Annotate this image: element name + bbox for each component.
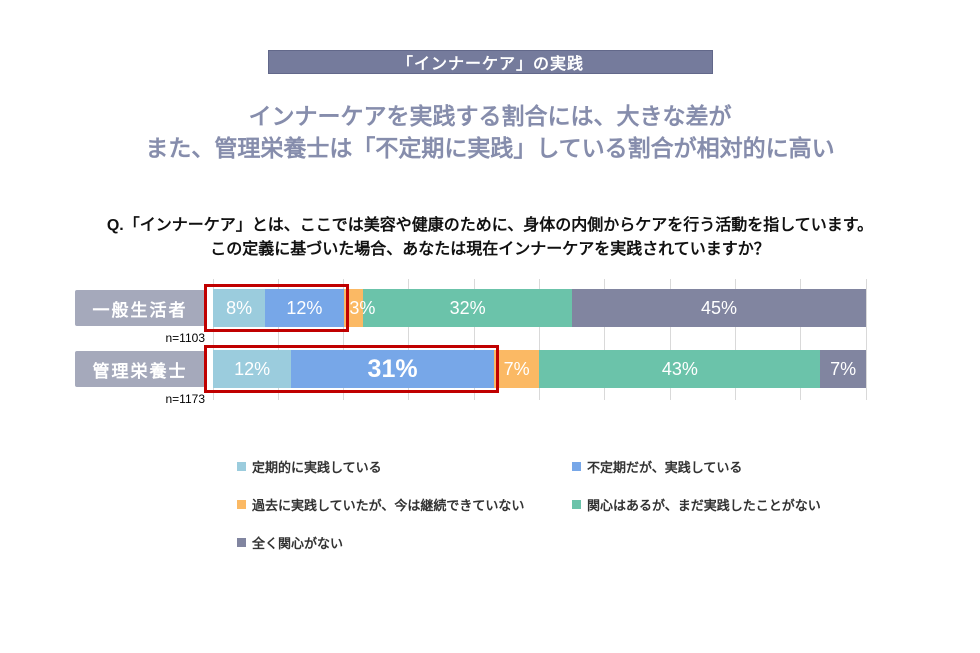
bar-value-label: 32% bbox=[449, 297, 486, 318]
bar-value-label: 43% bbox=[661, 358, 698, 379]
legend-label: 不定期だが、実践している bbox=[587, 460, 743, 475]
grid-line bbox=[800, 279, 802, 400]
legend-label: 全く関心がない bbox=[252, 536, 344, 551]
legend-item: 全く関心がない bbox=[237, 533, 343, 552]
grid-line bbox=[473, 279, 475, 400]
question-text: Q.「インナーケア」とは、ここでは美容や健康のために、身体の内側からケアを行う活… bbox=[0, 214, 980, 262]
grid-line bbox=[539, 279, 540, 400]
grid-line bbox=[865, 279, 867, 400]
category-label: 管理栄養士 bbox=[75, 351, 205, 387]
headline-line2: また、管理栄養士は「不定期に実践」している割合が相対的に高い bbox=[145, 135, 835, 161]
legend-swatch bbox=[572, 500, 581, 509]
legend-swatch bbox=[237, 500, 246, 509]
legend-swatch bbox=[572, 462, 581, 471]
bar-segment: 7% bbox=[493, 350, 540, 388]
bar-value-label: 7% bbox=[830, 358, 857, 379]
grid-line bbox=[734, 279, 736, 400]
headline: インナーケアを実践する割合には、大きな差が また、管理栄養士は「不定期に実践」し… bbox=[0, 100, 980, 164]
legend-label: 定期的に実践している bbox=[252, 460, 382, 475]
bar-segment: 7% bbox=[820, 350, 866, 388]
bar-value-label: 45% bbox=[701, 297, 738, 318]
grid-line bbox=[277, 279, 279, 400]
legend-label: 過去に実践していたが、今は継続できていない bbox=[252, 498, 525, 513]
headline-line1: インナーケアを実践する割合には、大きな差が bbox=[248, 103, 732, 129]
legend-item: 関心はあるが、まだ実践したことがない bbox=[572, 495, 821, 514]
bar-segment: 32% bbox=[363, 289, 573, 327]
legend-item: 不定期だが、実践している bbox=[572, 457, 742, 476]
legend-swatch bbox=[237, 462, 246, 471]
legend-label: 関心はあるが、まだ実践したことがない bbox=[587, 498, 821, 513]
category-label: 一般生活者 bbox=[75, 290, 205, 326]
grid-line bbox=[669, 279, 671, 400]
highlight-box bbox=[204, 345, 499, 393]
bar-segment: 43% bbox=[539, 350, 821, 388]
grid-line bbox=[343, 279, 345, 400]
bar-segment: 45% bbox=[572, 289, 866, 327]
grid-line bbox=[408, 279, 410, 400]
highlight-box bbox=[204, 284, 349, 332]
legend-item: 過去に実践していたが、今は継続できていない bbox=[237, 495, 524, 514]
bar-value-label: 7% bbox=[503, 358, 530, 379]
sample-size-label: n=1103 bbox=[165, 331, 206, 345]
legend-swatch bbox=[237, 538, 246, 547]
grid-line bbox=[212, 279, 214, 400]
sample-size-label: n=1173 bbox=[165, 392, 206, 406]
legend-item: 定期的に実践している bbox=[237, 457, 382, 476]
question-line1: Q.「インナーケア」とは、ここでは美容や健康のために、身体の内側からケアを行う活… bbox=[106, 217, 874, 234]
header-band: 「インナーケア」の実践 bbox=[268, 50, 713, 74]
grid-line bbox=[604, 279, 606, 400]
header-band-title: 「インナーケア」の実践 bbox=[396, 56, 584, 73]
question-line2: この定義に基づいた場合、あなたは現在インナーケアを実践されていますか？ bbox=[210, 241, 770, 258]
